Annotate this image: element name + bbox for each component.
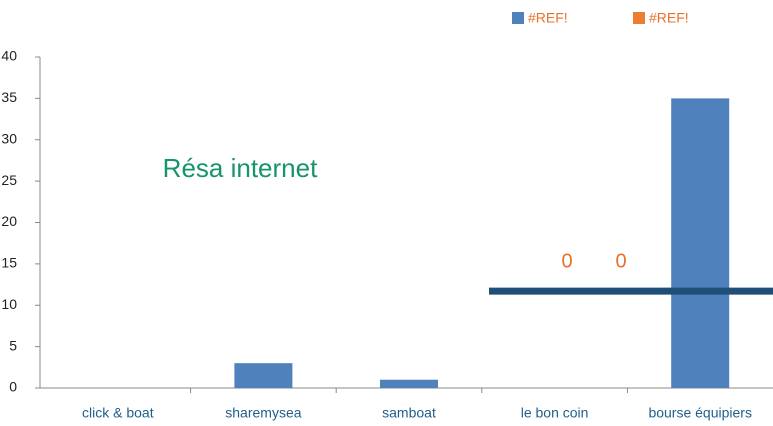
legend-swatch [512, 12, 524, 24]
y-tick-label: 35 [1, 89, 17, 105]
y-tick-label: 0 [9, 379, 17, 395]
y-tick-label: 25 [1, 172, 17, 188]
annotation: 0 [561, 250, 572, 272]
x-tick-label: click & boat [82, 405, 154, 421]
legend-label: #REF! [528, 10, 568, 26]
x-tick-label: sharemysea [225, 405, 301, 421]
y-tick-label: 10 [1, 296, 17, 312]
chart-title: Résa internet [163, 153, 318, 183]
bar [380, 379, 438, 388]
annotation: 0 [615, 250, 626, 272]
y-tick-label: 30 [1, 130, 17, 146]
legend-swatch [633, 12, 645, 24]
x-tick-label: samboat [382, 405, 436, 421]
x-tick-label: bourse équipiers [648, 405, 752, 421]
bar [234, 363, 293, 388]
legend-label: #REF! [649, 10, 689, 26]
bar [671, 98, 730, 388]
y-tick-label: 15 [1, 255, 17, 271]
y-tick-label: 5 [9, 337, 17, 353]
y-tick-label: 40 [1, 48, 17, 64]
x-tick-label: le bon coin [521, 405, 589, 421]
y-tick-label: 20 [1, 213, 17, 229]
